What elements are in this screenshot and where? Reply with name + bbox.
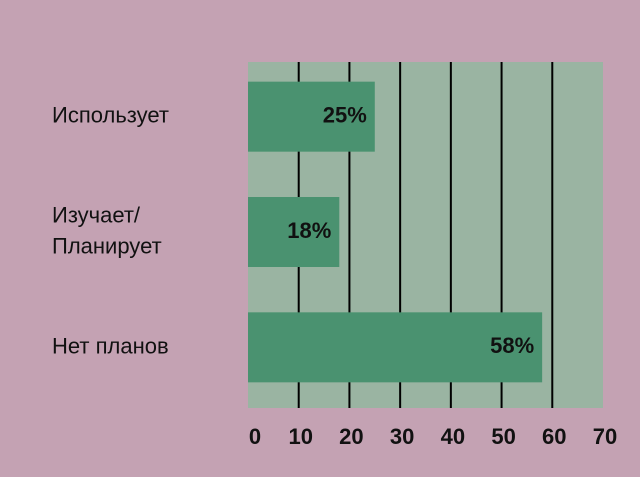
x-tick-label: 0 bbox=[249, 424, 261, 449]
x-tick-label: 50 bbox=[491, 424, 515, 449]
x-tick-label: 40 bbox=[441, 424, 465, 449]
x-tick-label: 20 bbox=[339, 424, 363, 449]
category-label: Использует bbox=[52, 102, 169, 127]
value-label: 58% bbox=[490, 333, 534, 358]
category-label: Изучает/Планирует bbox=[52, 202, 162, 258]
x-tick-label: 60 bbox=[542, 424, 566, 449]
bar bbox=[248, 312, 543, 383]
bar bbox=[248, 81, 375, 152]
x-tick-label: 10 bbox=[288, 424, 312, 449]
value-label: 25% bbox=[323, 102, 367, 127]
category-label: Нет планов bbox=[52, 333, 169, 358]
bar bbox=[248, 197, 340, 267]
value-label: 18% bbox=[287, 218, 331, 243]
x-tick-label: 30 bbox=[390, 424, 414, 449]
x-tick-label: 70 bbox=[593, 424, 617, 449]
